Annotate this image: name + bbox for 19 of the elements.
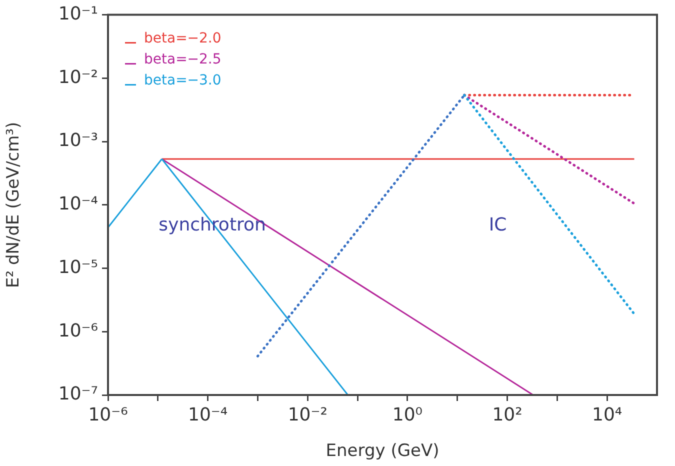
y-tick-label: 10⁻⁶ (58, 320, 98, 342)
legend-label: beta=−3.0 (144, 72, 222, 88)
x-tick-label: 10⁻⁶ (88, 404, 128, 426)
y-tick-label: 10⁻³ (58, 130, 98, 152)
y-axis-title: E² dN/dE (GeV/cm³) (4, 122, 24, 288)
y-tick-label: 10⁻⁴ (58, 194, 98, 215)
y-tick-label: 10⁻⁵ (58, 256, 98, 278)
y-tick-label: 10⁻¹ (58, 3, 98, 24)
x-tick-label: 10² (492, 404, 522, 426)
legend-label: beta=−2.0 (144, 30, 222, 46)
x-tick-label: 10⁻² (288, 404, 328, 426)
legend-label: beta=−2.5 (144, 51, 222, 68)
annotation: IC (488, 214, 507, 236)
x-tick-label: 10⁴ (592, 404, 622, 426)
y-tick-label: 10⁻² (58, 66, 98, 88)
x-axis-title: Energy (GeV) (326, 441, 440, 462)
x-tick-label: 10⁰ (392, 404, 423, 426)
y-tick-label: 10⁻⁷ (58, 384, 98, 405)
x-tick-label: 10⁻⁴ (188, 404, 228, 426)
